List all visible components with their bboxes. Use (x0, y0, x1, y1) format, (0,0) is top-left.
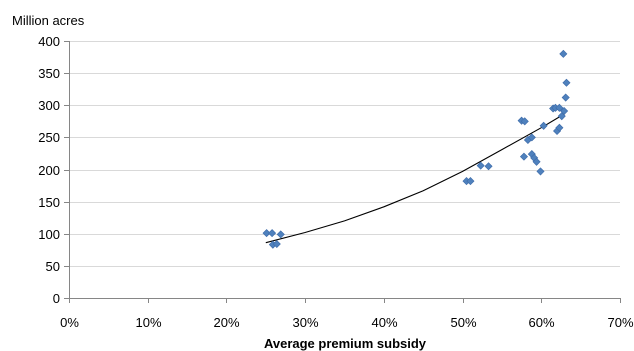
data-point (272, 240, 281, 249)
data-point (560, 107, 569, 116)
data-point (268, 229, 277, 238)
x-tick-label: 20% (213, 315, 239, 330)
data-point (561, 93, 570, 102)
data-point (276, 230, 285, 239)
y-axis-title: Million acres (12, 13, 85, 28)
y-tick-label: 400 (38, 34, 60, 49)
data-point (539, 121, 548, 130)
axes (64, 41, 621, 303)
x-tick-label: 30% (292, 315, 318, 330)
data-point (562, 78, 571, 87)
y-tick-label: 200 (38, 163, 60, 178)
x-tick-label: 60% (528, 315, 554, 330)
y-tick-label: 300 (38, 98, 60, 113)
data-point (536, 167, 545, 176)
gridlines (69, 41, 620, 267)
y-tick-label: 100 (38, 227, 60, 242)
trendline (265, 113, 566, 244)
y-tick-label: 50 (46, 259, 60, 274)
data-point (555, 123, 564, 132)
y-tick-label: 0 (53, 291, 60, 306)
data-point (262, 229, 271, 238)
data-point (555, 103, 564, 112)
data-point (519, 152, 528, 161)
y-tick-label: 250 (38, 130, 60, 145)
x-tick-label: 0% (60, 315, 79, 330)
data-point (520, 117, 529, 126)
data-point (559, 49, 568, 58)
x-tick-label: 10% (135, 315, 161, 330)
x-tick-label: 40% (371, 315, 397, 330)
tick-labels: 0 50 100 150 200 250 300 350 400 0% 10% 20% 30% 40% 50… (38, 34, 634, 330)
trendline-group (265, 113, 566, 244)
data-point (527, 133, 536, 142)
x-tick-label: 70% (607, 315, 633, 330)
data-point (466, 177, 475, 186)
data-point (484, 162, 493, 171)
y-tick-label: 350 (38, 66, 60, 81)
x-axis-title: Average premium subsidy (264, 336, 427, 351)
data-point (476, 161, 485, 170)
x-tick-label: 50% (450, 315, 476, 330)
data-points (262, 49, 571, 249)
y-tick-label: 150 (38, 195, 60, 210)
data-point (532, 157, 541, 166)
